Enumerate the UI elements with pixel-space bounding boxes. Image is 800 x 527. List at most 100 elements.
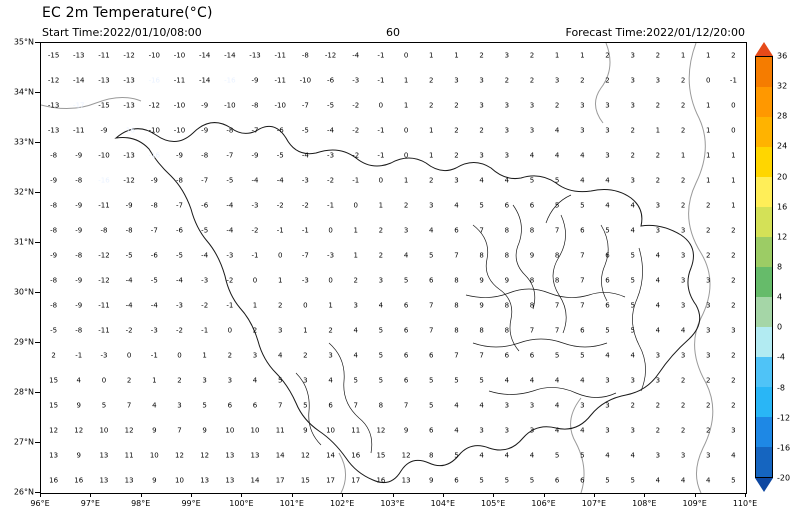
x-axis-tick-label: 107°E bbox=[581, 499, 607, 508]
grid-temperature-value: -13 bbox=[98, 76, 110, 84]
grid-temperature-value: 3 bbox=[630, 51, 635, 59]
colorbar-tick-label: -16 bbox=[777, 443, 791, 453]
grid-temperature-value: -4 bbox=[201, 251, 209, 259]
grid-temperature-value: 2 bbox=[454, 126, 459, 134]
grid-temperature-value: -7 bbox=[175, 201, 183, 209]
grid-temperature-value: -16 bbox=[123, 126, 135, 134]
grid-temperature-value: 1 bbox=[252, 301, 258, 309]
grid-temperature-value: -8 bbox=[50, 151, 58, 159]
grid-temperature-value: 17 bbox=[275, 476, 285, 484]
grid-temperature-value: 3 bbox=[303, 376, 308, 384]
grid-temperature-value: -4 bbox=[226, 201, 234, 209]
grid-temperature-value: 5 bbox=[554, 451, 560, 459]
grid-temperature-value: 6 bbox=[454, 476, 459, 484]
grid-temperature-value: 7 bbox=[403, 401, 409, 409]
x-axis-tick bbox=[442, 493, 444, 497]
grid-temperature-value: -13 bbox=[123, 151, 135, 159]
grid-temperature-value: -13 bbox=[73, 51, 85, 59]
colorbar-segment bbox=[756, 57, 772, 87]
grid-temperature-value: 2 bbox=[479, 51, 484, 59]
grid-temperature-value: 3 bbox=[504, 101, 510, 109]
colorbar-tick-label: 24 bbox=[777, 141, 788, 151]
grid-temperature-value: 2 bbox=[328, 326, 333, 334]
grid-temperature-value: -8 bbox=[50, 301, 58, 309]
grid-temperature-value: 2 bbox=[454, 101, 459, 109]
grid-temperature-value: 8 bbox=[454, 301, 459, 309]
grid-temperature-value: 4 bbox=[580, 426, 585, 434]
x-axis-tick-label: 97°E bbox=[80, 499, 100, 508]
grid-temperature-value: 2 bbox=[227, 351, 233, 359]
grid-temperature-value: 3 bbox=[479, 151, 484, 159]
grid-temperature-value: 2 bbox=[403, 201, 409, 209]
grid-temperature-value: -14 bbox=[224, 51, 236, 59]
grid-temperature-value: 4 bbox=[605, 351, 610, 359]
grid-temperature-value: -11 bbox=[98, 326, 110, 334]
grid-temperature-value: 2 bbox=[680, 376, 686, 384]
grid-temperature-value: -9 bbox=[100, 126, 108, 134]
y-axis-tick bbox=[35, 92, 40, 93]
grid-temperature-value: -5 bbox=[201, 226, 209, 234]
grid-temperature-value: 3 bbox=[353, 301, 358, 309]
grid-temperature-value: 5 bbox=[731, 476, 736, 484]
grid-temperature-value: 3 bbox=[554, 76, 560, 84]
grid-temperature-value: 9 bbox=[152, 426, 157, 434]
lead-hour-label: 60 bbox=[386, 26, 400, 39]
grid-temperature-value: 2 bbox=[529, 76, 535, 84]
grid-temperature-value: 2 bbox=[554, 101, 560, 109]
y-axis-tick bbox=[35, 242, 40, 243]
grid-temperature-value: -5 bbox=[226, 176, 234, 184]
county-border-line bbox=[328, 342, 373, 454]
grid-temperature-value: 1 bbox=[403, 176, 409, 184]
grid-temperature-value: 5 bbox=[378, 351, 384, 359]
grid-temperature-value: 3 bbox=[705, 451, 711, 459]
grid-temperature-value: 5 bbox=[378, 376, 384, 384]
grid-temperature-value: 3 bbox=[680, 351, 686, 359]
y-axis-tick bbox=[35, 42, 40, 43]
grid-temperature-value: -8 bbox=[50, 201, 58, 209]
grid-temperature-value: -12 bbox=[123, 51, 135, 59]
grid-temperature-value: 7 bbox=[554, 326, 560, 334]
grid-temperature-value: 2 bbox=[177, 376, 182, 384]
grid-temperature-value: 8 bbox=[504, 226, 510, 234]
colorbar-tick-label: 8 bbox=[777, 262, 783, 272]
grid-temperature-value: 8 bbox=[454, 276, 459, 284]
grid-temperature-value: 0 bbox=[227, 326, 233, 334]
grid-temperature-value: -2 bbox=[175, 326, 183, 334]
grid-temperature-value: -13 bbox=[123, 101, 135, 109]
colorbar-tick-label: 28 bbox=[777, 111, 788, 121]
grid-temperature-value: 8 bbox=[504, 301, 510, 309]
grid-temperature-value: 6 bbox=[429, 276, 434, 284]
grid-temperature-value: 4 bbox=[479, 451, 484, 459]
grid-temperature-value: -12 bbox=[47, 76, 60, 84]
grid-temperature-value: -9 bbox=[75, 151, 83, 159]
grid-temperature-value: 7 bbox=[429, 301, 434, 309]
grid-temperature-value: -12 bbox=[148, 101, 161, 109]
colorbar-segment bbox=[756, 87, 772, 117]
grid-temperature-value: 0 bbox=[303, 301, 308, 309]
grid-temperature-value: 13 bbox=[124, 476, 134, 484]
grid-temperature-value: 4 bbox=[252, 376, 258, 384]
grid-temperature-value: 13 bbox=[200, 476, 210, 484]
grid-temperature-value: 1 bbox=[378, 201, 384, 209]
grid-temperature-value: -5 bbox=[327, 101, 335, 109]
grid-temperature-value: 5 bbox=[554, 176, 560, 184]
grid-temperature-value: -6 bbox=[150, 251, 158, 259]
grid-temperature-value: 2 bbox=[252, 326, 258, 334]
grid-temperature-value: 4 bbox=[504, 176, 510, 184]
grid-temperature-value: -10 bbox=[224, 101, 236, 109]
colorbar-tick-label: -8 bbox=[777, 383, 785, 393]
grid-temperature-value: -2 bbox=[276, 201, 284, 209]
grid-temperature-value: 1 bbox=[429, 151, 434, 159]
grid-temperature-value: -11 bbox=[98, 201, 110, 209]
grid-temperature-value: 10 bbox=[149, 451, 159, 459]
grid-temperature-value: 9 bbox=[303, 426, 308, 434]
grid-temperature-value: 5 bbox=[378, 326, 384, 334]
grid-temperature-value: -8 bbox=[301, 51, 309, 59]
grid-temperature-value: 17 bbox=[351, 476, 361, 484]
grid-temperature-value: 11 bbox=[275, 426, 285, 434]
grid-temperature-value: 3 bbox=[277, 326, 283, 334]
grid-temperature-value: -7 bbox=[150, 226, 158, 234]
grid-temperature-value: 3 bbox=[655, 226, 661, 234]
grid-temperature-value: 7 bbox=[429, 326, 434, 334]
grid-temperature-value: 13 bbox=[49, 451, 59, 459]
